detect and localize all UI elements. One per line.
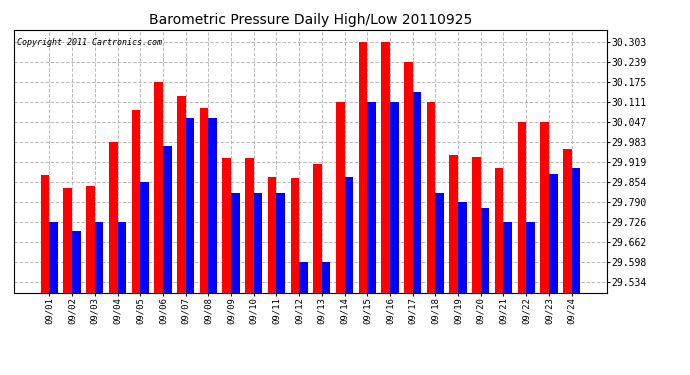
Bar [426,102,435,375]
Bar [199,108,208,375]
Bar [382,42,390,375]
Bar [540,122,549,375]
Bar [359,42,367,375]
Bar [222,158,231,375]
Bar [177,96,186,375]
Bar [322,262,331,375]
Bar [186,117,195,375]
Bar [504,222,512,375]
Bar [367,102,376,375]
Bar [132,110,140,375]
Bar [481,208,489,375]
Bar [155,82,163,375]
Bar [404,62,413,375]
Bar [231,192,239,375]
Bar [277,192,285,375]
Title: Barometric Pressure Daily High/Low 20110925: Barometric Pressure Daily High/Low 20110… [149,13,472,27]
Bar [336,102,344,375]
Bar [117,222,126,375]
Bar [435,192,444,375]
Bar [549,174,558,375]
Bar [571,168,580,375]
Bar [526,222,535,375]
Bar [72,231,81,375]
Bar [109,142,117,375]
Bar [563,149,571,375]
Bar [449,155,458,375]
Bar [390,102,399,375]
Bar [413,92,422,375]
Bar [299,262,308,375]
Bar [290,178,299,375]
Bar [208,117,217,375]
Bar [50,222,58,375]
Bar [63,188,72,375]
Bar [268,177,277,375]
Bar [254,192,262,375]
Bar [86,186,95,375]
Bar [245,158,254,375]
Text: Copyright 2011 Cartronics.com: Copyright 2011 Cartronics.com [17,38,161,47]
Bar [313,164,322,375]
Bar [458,202,466,375]
Bar [495,168,504,375]
Bar [518,122,526,375]
Bar [472,157,481,375]
Bar [140,182,149,375]
Bar [95,222,103,375]
Bar [41,176,50,375]
Bar [163,146,172,375]
Bar [344,177,353,375]
